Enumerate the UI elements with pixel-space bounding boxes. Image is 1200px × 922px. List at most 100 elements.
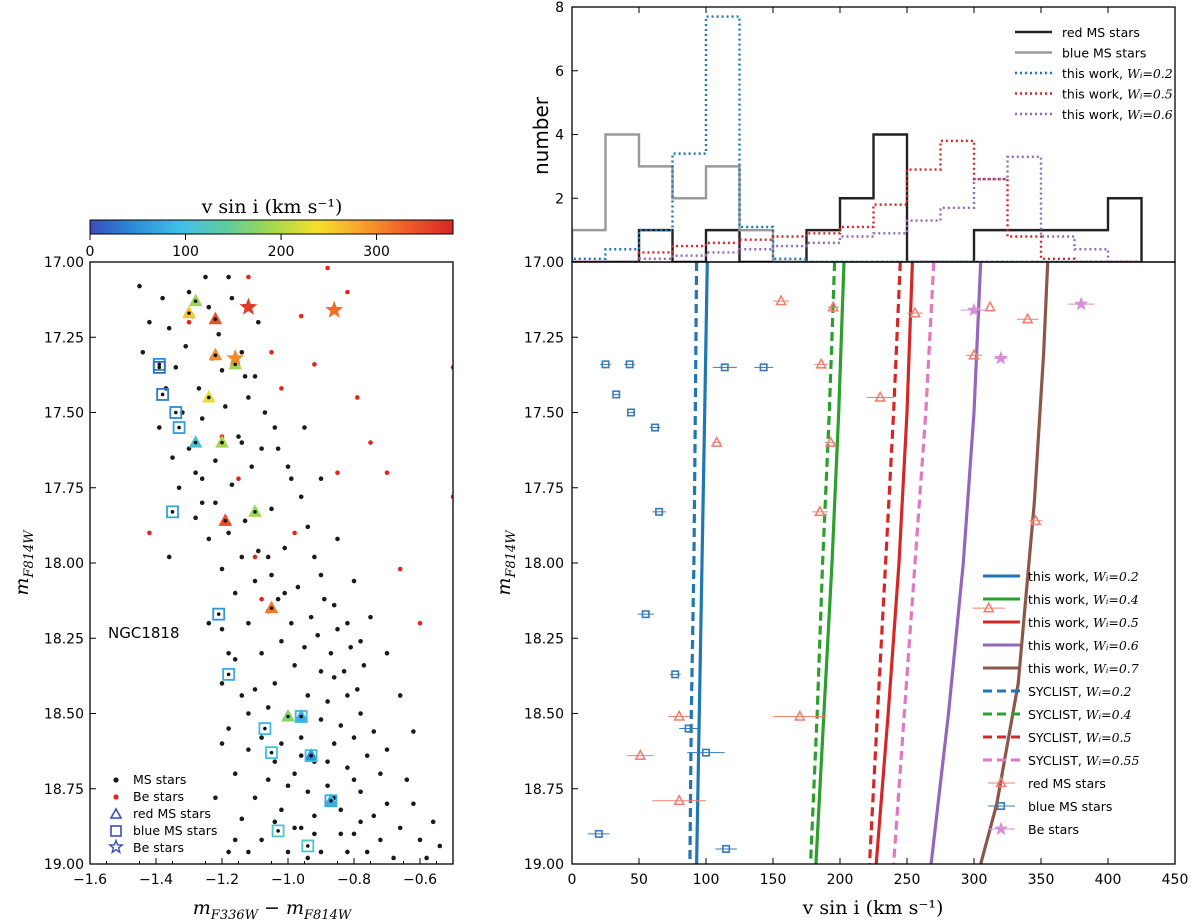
be-star-point xyxy=(397,566,403,572)
ms-star-point xyxy=(226,726,231,731)
ms-star-point xyxy=(275,446,281,451)
blue-ms-point xyxy=(720,363,729,372)
ms-star-point xyxy=(219,681,225,686)
legend-be-dot-marker xyxy=(113,794,119,800)
vsini-legend-label: Be stars xyxy=(1028,822,1079,837)
ms-star-point xyxy=(246,849,251,855)
histogram-series xyxy=(572,155,1142,262)
ms-star-point xyxy=(206,304,212,310)
legend-blue-ms-label: blue MS stars xyxy=(133,823,217,838)
be-star-point xyxy=(325,265,330,271)
ms-star-point xyxy=(137,283,142,289)
ms-star-point xyxy=(226,651,231,656)
cluster-annotation: NGC1818 xyxy=(108,624,180,642)
ms-star-point xyxy=(279,741,284,746)
ms-star-point xyxy=(355,687,360,692)
ms-star-point xyxy=(384,801,390,807)
ms-star-point xyxy=(298,825,304,831)
ms-star-point xyxy=(160,295,165,301)
red-ms-core xyxy=(193,299,198,303)
vsini-legend-triangle xyxy=(995,776,1007,788)
blue-ms-point xyxy=(701,748,710,757)
ms-star-point xyxy=(232,771,238,776)
cmd-ytick-label: 17.25 xyxy=(44,330,84,346)
ms-star-point xyxy=(285,849,291,855)
ms-star-point xyxy=(219,626,225,632)
vsini-ytick-label: 17.50 xyxy=(524,406,564,422)
ms-star-point xyxy=(318,476,324,482)
vsini-legend-wi: Wᵢ=0.2 xyxy=(1093,569,1139,584)
red-ms-point xyxy=(793,709,806,721)
ms-star-point xyxy=(338,723,344,728)
red-ms-point xyxy=(815,357,828,369)
ms-star-point xyxy=(298,735,304,740)
red-ms-point xyxy=(814,505,826,517)
ms-star-point xyxy=(232,590,238,596)
ms-star-point xyxy=(292,663,297,668)
red-ms-core xyxy=(269,606,274,610)
ms-star-point xyxy=(305,693,311,698)
ms-star-point xyxy=(289,620,294,626)
legend-be-star-label: Be stars xyxy=(133,840,184,855)
histogram-ytick-label: 4 xyxy=(555,128,564,144)
histogram-ytick-label: 6 xyxy=(555,64,564,80)
ms-star-point xyxy=(236,434,241,439)
ms-star-point xyxy=(272,759,278,764)
ms-star-point xyxy=(305,789,311,795)
ms-star-point xyxy=(255,548,261,554)
ms-star-point xyxy=(417,837,423,843)
ms-star-point xyxy=(302,644,307,650)
legend-square-icon xyxy=(110,825,122,837)
ms-star-point xyxy=(232,837,238,843)
blue-ms-point xyxy=(722,844,731,853)
ms-star-point xyxy=(315,632,321,638)
ms-star-point xyxy=(239,350,245,355)
ms-star-point xyxy=(226,274,231,280)
ms-star-point xyxy=(351,578,357,584)
ms-star-point xyxy=(325,699,330,704)
ms-star-point xyxy=(351,831,357,837)
ms-star-point xyxy=(246,620,251,626)
ms-star-point xyxy=(216,331,221,337)
legend-star-shape xyxy=(107,838,125,854)
ms-star-point xyxy=(226,530,231,536)
ms-star-point xyxy=(345,693,350,698)
ms-star-point xyxy=(305,855,311,861)
ms-star-point xyxy=(331,741,337,746)
be-star-point xyxy=(186,319,192,325)
red-ms-core xyxy=(223,519,228,523)
ms-star-point xyxy=(140,350,146,355)
blue-ms-square xyxy=(271,824,285,838)
histogram-legend-wi: Wᵢ=0.6 xyxy=(1127,107,1173,122)
ms-star-point xyxy=(252,795,258,801)
blue-ms-core xyxy=(170,510,175,514)
blue-ms-square xyxy=(324,794,338,808)
ms-star-point xyxy=(166,325,172,331)
model-line xyxy=(979,262,1050,864)
colorbar xyxy=(89,219,454,235)
ms-star-point xyxy=(378,771,383,776)
ms-star-point xyxy=(199,476,205,482)
ms-star-point xyxy=(282,590,288,596)
histogram-series xyxy=(572,133,1143,262)
ms-star-point xyxy=(411,801,416,807)
blue-ms-core xyxy=(226,672,231,677)
legend-ms-marker xyxy=(113,777,119,783)
model-line xyxy=(814,262,846,864)
ms-star-point xyxy=(269,506,274,512)
colorbar-tick-label: 0 xyxy=(86,244,95,260)
ms-star-point xyxy=(411,729,416,734)
ms-star-point xyxy=(219,566,225,572)
vsini-ylabel: mF814W xyxy=(493,529,519,596)
ms-star-point xyxy=(262,410,268,415)
ms-star-point xyxy=(272,425,278,430)
blue-ms-point xyxy=(684,724,693,733)
blue-ms-core xyxy=(263,726,267,731)
vsini-legend-wi: Wᵢ=0.2 xyxy=(1086,684,1132,699)
red-ms-point xyxy=(874,390,887,402)
ms-star-point xyxy=(364,849,370,855)
vsini-xtick-label: 150 xyxy=(760,872,787,888)
ms-star-point xyxy=(289,476,294,482)
be-star-point xyxy=(312,362,317,367)
